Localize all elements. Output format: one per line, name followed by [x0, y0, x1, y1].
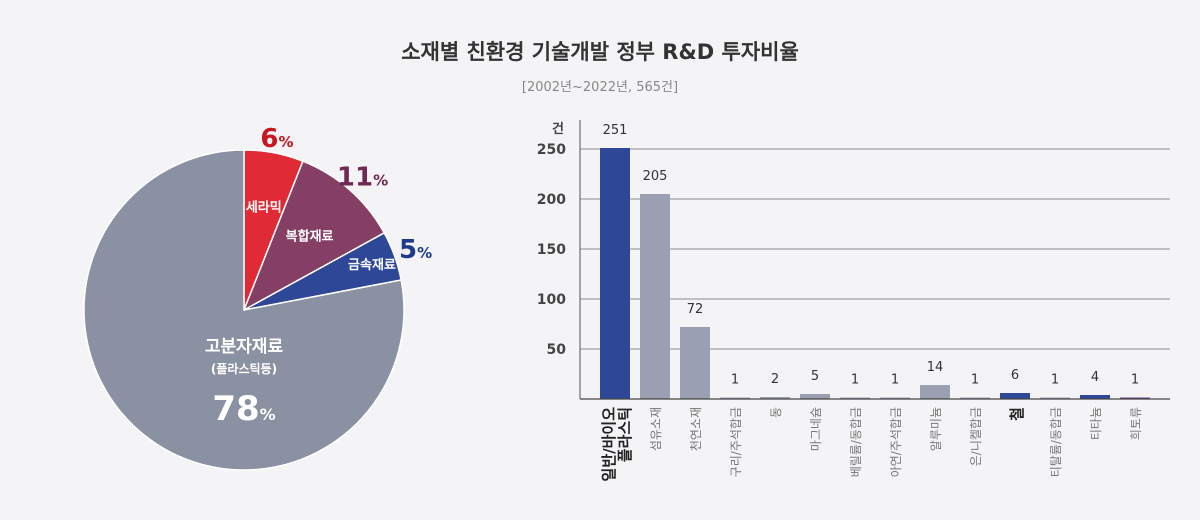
bar-value-label-티타늄: 4: [1091, 370, 1099, 385]
bar-value-label-천연소재: 72: [687, 302, 704, 317]
y-axis-label: 건: [552, 121, 564, 137]
x-tick-label-섬유소재: 섬유소재: [649, 407, 663, 451]
bar-티타늄: [1080, 395, 1110, 399]
x-tick-label-천연소재: 천연소재: [688, 407, 703, 451]
bar-value-label-아연-주석합금: 1: [891, 373, 899, 388]
bar-value-label-알루미늄: 14: [927, 360, 944, 375]
bar-베릴륨-동합금: [840, 397, 870, 399]
x-tick-group-베릴륨-동합금: 베릴륨/동합금: [849, 407, 863, 477]
y-tick-label-250: 250: [537, 142, 566, 158]
x-tick-group-구리-주석합금: 구리/주석합금: [729, 407, 743, 477]
bar-은-니켈합금: [960, 397, 990, 399]
x-tick-label-아연-주석합금: 아연/주석합금: [889, 407, 903, 477]
x-tick-label-동: 동: [769, 407, 783, 418]
pie-label-복합재료: 복합재료: [286, 229, 334, 245]
pie-value-복합재료: 11%: [337, 163, 388, 193]
bar-value-label-일반-바이오-플라스틱: 251: [603, 123, 628, 138]
bar-value-label-동: 2: [771, 372, 779, 387]
bar-일반-바이오-플라스틱: [600, 148, 630, 399]
pie-label-고분자재료: 고분자재료: [205, 337, 284, 357]
x-tick-label-은-니켈합금: 은/니켈합금: [969, 407, 983, 466]
bar-value-label-은-니켈합금: 1: [971, 373, 979, 388]
pie-label-금속재료: 금속재료: [348, 258, 396, 273]
pie-label-세라믹: 세라믹: [246, 199, 282, 215]
pie-unit: %: [260, 405, 276, 424]
x-tick-label-티탈륨-동합금: 티탈륨/동합금: [1049, 407, 1063, 477]
x-tick-label-마그네슘: 마그네슘: [809, 407, 823, 451]
y-tick-label-50: 50: [547, 342, 567, 358]
bar-동: [760, 397, 790, 399]
pie-unit: %: [279, 133, 294, 151]
x-tick-group-티타늄: 티타늄: [1089, 407, 1103, 440]
bar-value-label-티탈륨-동합금: 1: [1051, 373, 1059, 388]
pie-value-금속재료: 5%: [399, 235, 432, 265]
pie-unit: %: [373, 172, 388, 190]
x-tick-group-알루미늄: 알루미늄: [929, 407, 943, 451]
x-tick-group-아연-주석합금: 아연/주석합금: [889, 407, 903, 477]
x-tick-group-철: 철: [1008, 407, 1026, 421]
x-tick-label-철: 철: [1008, 407, 1026, 421]
pie-unit: %: [417, 244, 432, 262]
bar-구리-주석합금: [720, 397, 750, 399]
pie-slice-고분자재료: [83, 149, 405, 471]
x-tick-label-알루미늄: 알루미늄: [929, 407, 943, 451]
bar-value-label-베릴륨-동합금: 1: [851, 373, 859, 388]
x-tick-group-섬유소재: 섬유소재: [649, 407, 663, 451]
x-tick-group-은-니켈합금: 은/니켈합금: [969, 407, 983, 466]
x-tick-group-티탈륨-동합금: 티탈륨/동합금: [1049, 407, 1063, 477]
bar-아연-주석합금: [880, 397, 910, 399]
y-tick-label-150: 150: [537, 242, 566, 258]
bar-알루미늄: [920, 385, 950, 399]
y-tick-label-200: 200: [537, 192, 566, 208]
x-tick-group-동: 동: [769, 407, 783, 418]
bar-마그네슘: [800, 394, 830, 399]
bar-value-label-희토류: 1: [1131, 373, 1139, 388]
x-tick-label-티타늄: 티타늄: [1089, 407, 1103, 440]
bar-value-label-철: 6: [1011, 368, 1019, 383]
x-tick-label-베릴륨-동합금: 베릴륨/동합금: [849, 407, 863, 477]
bar-value-label-섬유소재: 205: [643, 169, 668, 184]
x-tick-group-천연소재: 천연소재: [688, 407, 703, 451]
x-tick-label-일반-바이오-플라스틱-1: 플라스틱: [616, 407, 634, 462]
pie-slice-복합재료: [242, 160, 386, 312]
chart-title: 소재별 친환경 기술개발 정부 R&D 투자비율: [401, 40, 799, 64]
pie-value-세라믹: 6%: [260, 124, 293, 154]
bar-value-label-마그네슘: 5: [811, 369, 819, 384]
y-tick-label-100: 100: [537, 292, 566, 308]
chart-subtitle: [2002년~2022년, 565건]: [521, 80, 679, 95]
bar-천연소재: [680, 327, 710, 399]
bar-섬유소재: [640, 194, 670, 399]
pie-sublabel-고분자재료: (플라스틱등): [211, 361, 277, 376]
x-tick-label-희토류: 희토류: [1129, 407, 1143, 440]
x-tick-group-희토류: 희토류: [1129, 407, 1143, 440]
x-tick-label-일반-바이오-플라스틱-0: 일반/바이오: [600, 407, 618, 482]
bar-티탈륨-동합금: [1040, 397, 1070, 399]
x-tick-group-마그네슘: 마그네슘: [809, 407, 823, 451]
bar-철: [1000, 393, 1030, 399]
x-tick-label-구리-주석합금: 구리/주석합금: [729, 407, 743, 477]
bar-희토류: [1120, 397, 1150, 399]
bar-value-label-구리-주석합금: 1: [731, 373, 739, 388]
